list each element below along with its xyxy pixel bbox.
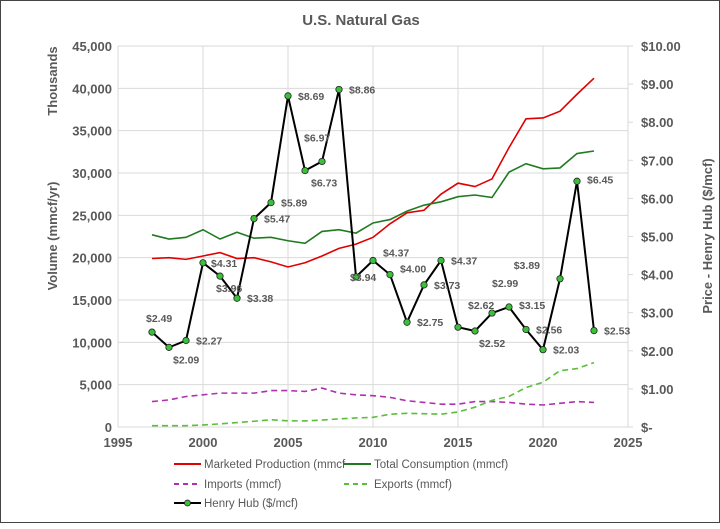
data-point <box>216 272 224 280</box>
data-point <box>352 273 360 281</box>
data-label: $6.45 <box>587 174 613 186</box>
data-point <box>573 177 581 185</box>
data-point <box>250 214 258 223</box>
data-label: $5.89 <box>281 198 307 210</box>
data-label: $3.15 <box>519 300 545 312</box>
y-tick-label: 45,000 <box>72 39 112 54</box>
chart-title: U.S. Natural Gas <box>302 12 420 29</box>
data-point <box>267 198 275 207</box>
data-label: $3.94 <box>350 272 376 284</box>
data-label: $3.96 <box>216 283 242 295</box>
y-tick-label: 30,000 <box>72 166 112 181</box>
legend-marker <box>184 499 191 507</box>
data-point <box>471 327 479 335</box>
data-label: $6.97 <box>304 132 330 144</box>
legend-label: Marketed Production (mmcf <box>204 459 346 471</box>
y-axis-units: Thousands <box>45 46 60 115</box>
legend-label: Exports (mmcf) <box>374 479 452 491</box>
data-point <box>165 343 173 351</box>
data-point <box>284 92 292 100</box>
data-point <box>454 323 462 331</box>
y-tick-label: 40,000 <box>72 81 112 96</box>
data-point <box>318 157 326 166</box>
data-label: $4.37 <box>383 248 409 260</box>
data-label: $2.52 <box>479 338 505 350</box>
y-tick-label: 5,000 <box>79 378 112 393</box>
y2-tick-label: $7.00 <box>641 153 674 168</box>
data-point <box>505 303 513 311</box>
y-tick-label: 10,000 <box>72 335 112 350</box>
y2-tick-label: $9.00 <box>641 77 674 92</box>
y2-tick-label: $8.00 <box>641 115 674 130</box>
data-label: $2.53 <box>604 326 630 338</box>
data-label: $2.27 <box>196 336 222 348</box>
data-point <box>182 336 190 345</box>
x-tick-label: 2005 <box>274 435 303 450</box>
series-line-2 <box>151 387 595 406</box>
data-label: $5.47 <box>264 214 290 226</box>
data-label: $4.31 <box>211 258 237 270</box>
data-point <box>420 281 428 289</box>
y-tick-label: 0 <box>105 420 112 435</box>
data-label: $3.89 <box>514 260 540 272</box>
x-tick-label: 2015 <box>444 435 473 450</box>
series-line-0 <box>151 77 595 268</box>
legend-label: Total Consumption (mmcf) <box>374 459 508 471</box>
data-point <box>369 256 377 265</box>
x-tick-label: 2010 <box>359 435 388 450</box>
y-axis-label: Volume (mmcf/yr) <box>45 182 60 291</box>
data-label: $2.62 <box>468 300 494 312</box>
data-point <box>437 256 445 265</box>
data-point <box>590 327 598 335</box>
y2-tick-label: $3.00 <box>641 306 674 321</box>
y-tick-label: 35,000 <box>72 124 112 139</box>
data-point <box>488 309 496 317</box>
data-label: $2.49 <box>146 313 172 325</box>
series-line-1 <box>151 150 595 245</box>
y2-tick-label: $4.00 <box>641 268 674 283</box>
data-label: $2.56 <box>536 324 562 336</box>
data-point <box>335 85 343 94</box>
y2-tick-label: $- <box>641 420 653 435</box>
series-line-3 <box>152 361 595 427</box>
legend-label: Henry Hub ($/mcf) <box>204 498 298 510</box>
x-tick-label: 2020 <box>529 435 558 450</box>
data-label: $2.99 <box>492 278 518 290</box>
y2-tick-label: $10.00 <box>641 39 681 54</box>
data-label: $2.09 <box>173 354 199 366</box>
x-tick-label: 1995 <box>104 435 133 450</box>
x-tick-label: 2025 <box>614 435 643 450</box>
y2-tick-label: $6.00 <box>641 191 674 206</box>
y-tick-label: 25,000 <box>72 208 112 223</box>
y-tick-label: 20,000 <box>72 251 112 266</box>
data-label: $3.38 <box>247 293 273 305</box>
data-point <box>301 166 309 175</box>
data-point <box>199 259 207 267</box>
data-label: $8.86 <box>349 84 375 96</box>
legend-label: Imports (mmcf) <box>204 479 281 491</box>
data-label: $2.03 <box>553 345 579 357</box>
y2-tick-label: $2.00 <box>641 344 674 359</box>
data-point <box>539 346 547 354</box>
data-label: $6.73 <box>311 178 337 190</box>
data-point <box>386 270 394 279</box>
data-point <box>148 328 156 336</box>
data-point <box>403 318 411 326</box>
x-tick-label: 2000 <box>189 435 218 450</box>
y2-tick-label: $1.00 <box>641 382 674 397</box>
data-label: $3.73 <box>434 280 460 292</box>
data-point <box>233 294 241 302</box>
data-label: $4.00 <box>400 264 426 276</box>
data-label: $2.75 <box>417 317 443 329</box>
y2-tick-label: $5.00 <box>641 230 674 245</box>
data-label: $4.37 <box>451 256 477 268</box>
y2-axis-label: Price - Henry Hub ($/mcf) <box>700 158 715 313</box>
data-point <box>522 325 530 334</box>
data-label: $8.69 <box>298 91 324 103</box>
data-point <box>556 275 564 283</box>
y-tick-label: 15,000 <box>72 293 112 308</box>
